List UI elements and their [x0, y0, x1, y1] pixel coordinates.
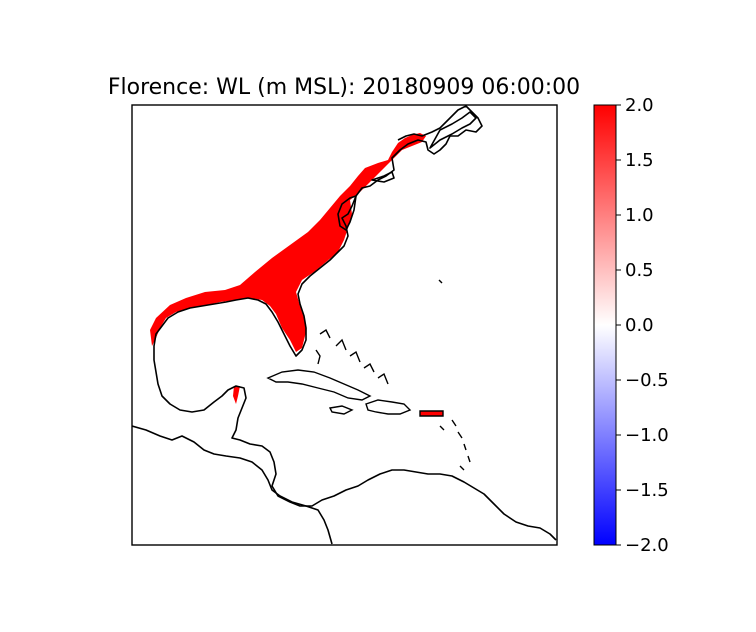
- coastline-central-america: [132, 425, 333, 545]
- islands-bahamas: [315, 328, 389, 385]
- map-frame: [131, 104, 558, 546]
- island-cuba: [266, 369, 372, 401]
- coastline-long-island: [371, 171, 395, 183]
- water-level-field-yucatan: [233, 386, 240, 404]
- colorbar-tick-label: −1.5: [625, 480, 669, 501]
- island-bermuda: [438, 279, 443, 284]
- colorbar-tick-label: 1.5: [625, 150, 654, 171]
- islands-lesser-antilles: [439, 419, 471, 471]
- water-level-field-us-coast: [150, 133, 426, 352]
- island-hispaniola: [365, 399, 412, 415]
- colorbar-tick-label: 1.0: [625, 205, 654, 226]
- coastline-north-america: [153, 105, 557, 541]
- map-panel: [132, 105, 557, 545]
- colorbar-tick-label: 0.5: [625, 260, 654, 281]
- island-jamaica: [328, 405, 354, 415]
- island-puerto-rico: [419, 410, 444, 417]
- map-background: [132, 105, 557, 545]
- coastline-nova-scotia: [429, 111, 477, 149]
- plot-title: Florence: WL (m MSL): 20180909 06:00:00: [108, 75, 580, 100]
- colorbar-tick-label: 0.0: [625, 315, 654, 336]
- colorbar-ticks: 2.0 1.5 1.0 0.5 0.0 −0.5 −1.0 −1.5 −2.0: [616, 95, 669, 556]
- colorbar-tick-label: −2.0: [625, 535, 669, 556]
- water-level-field-puerto-rico: [420, 411, 443, 416]
- coastline-chesapeake: [337, 195, 357, 231]
- colorbar-gradient: [593, 104, 617, 546]
- colorbar-tick-label: −0.5: [625, 370, 669, 391]
- colorbar-tick-label: −1.0: [625, 425, 669, 446]
- colorbar: 2.0 1.5 1.0 0.5 0.0 −0.5 −1.0 −1.5 −2.0: [593, 95, 669, 556]
- colorbar-tick-label: 2.0: [625, 95, 654, 116]
